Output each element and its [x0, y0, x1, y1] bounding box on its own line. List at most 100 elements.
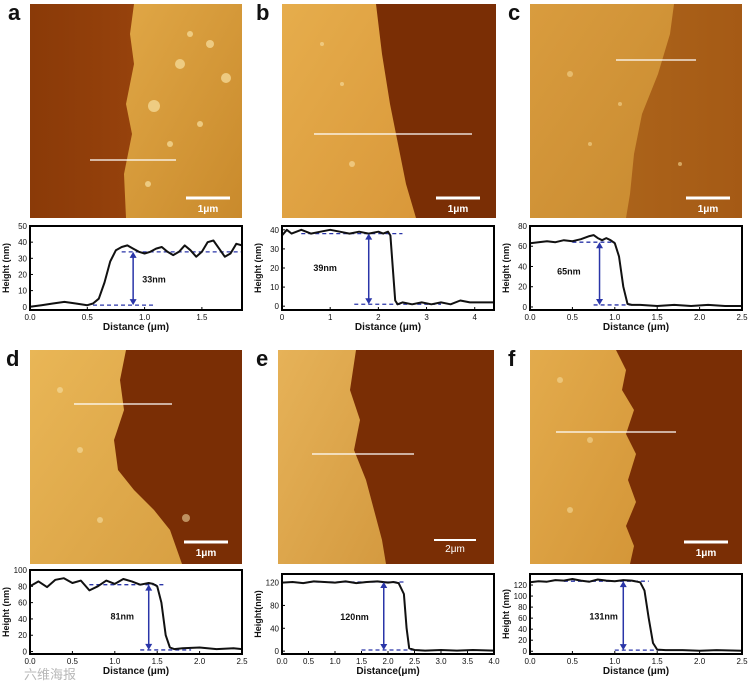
y-axis-label: Height (nm) [1, 587, 11, 637]
height-profile-line [281, 580, 495, 652]
y-tick-label: 40 [18, 615, 27, 624]
x-tick-label: 2.0 [694, 313, 706, 322]
arrow-head-bottom [380, 644, 388, 650]
scalebar-label-c: 1μm [698, 204, 719, 215]
x-tick-label: 0.5 [567, 657, 579, 666]
x-tick-label: 0.5 [303, 657, 315, 666]
y-tick-label: 20 [270, 264, 279, 273]
arrow-head-bottom [619, 644, 627, 651]
panel-letter-a: a [8, 0, 21, 25]
x-tick-label: 0.0 [276, 657, 288, 666]
y-tick-label: 60 [18, 599, 27, 608]
y-tick-label: 120 [514, 581, 528, 590]
x-tick-label: 0.0 [524, 313, 536, 322]
x-tick-label: 1.0 [109, 657, 121, 666]
y-tick-label: 50 [18, 222, 27, 231]
plot-frame [281, 573, 495, 655]
y-tick-label: 80 [518, 603, 527, 612]
afm-image-a: 1μm [30, 4, 242, 218]
scalebar-label-b: 1μm [448, 204, 469, 215]
arrow-head-top [129, 251, 137, 258]
scalebar-label-f: 1μm [696, 548, 717, 559]
x-tick-label: 1.0 [329, 657, 341, 666]
x-axis-label: Distance (μm) [603, 666, 669, 677]
y-tick-label: 40 [18, 238, 27, 247]
x-axis-label: Distance (μm) [103, 666, 169, 677]
panel-letter-e: e [256, 346, 269, 371]
panel-letter-d: d [6, 346, 20, 371]
afm-image-f: 1μm [530, 350, 742, 564]
y-tick-label: 0 [523, 303, 528, 312]
y-axis-label: Height (nm) [501, 589, 511, 639]
step-height-label: 33nm [142, 274, 166, 284]
x-tick-label: 0.5 [567, 313, 579, 322]
y-tick-label: 40 [518, 625, 527, 634]
y-axis-label: Height (nm) [501, 243, 511, 293]
x-tick-label: 0.5 [67, 657, 79, 666]
arrow-head-bottom [596, 298, 604, 305]
y-tick-label: 40 [270, 624, 279, 633]
x-tick-label: 3 [424, 313, 429, 322]
arrow-head-top [380, 582, 388, 588]
x-axis-label: Distance(μm) [356, 666, 419, 677]
y-tick-label: 0 [523, 647, 528, 656]
step-height-label: 81nm [111, 611, 135, 621]
x-tick-label: 1.0 [609, 313, 621, 322]
y-tick-label: 0 [275, 302, 280, 311]
height-profile-line [281, 228, 494, 306]
afm-image-c: 1μm [530, 4, 742, 218]
step-height-label: 39nm [313, 263, 337, 273]
x-tick-label: 0.0 [24, 313, 36, 322]
y-tick-label: 120 [266, 579, 280, 588]
x-tick-label: 4.0 [488, 657, 500, 666]
x-tick-label: 2.0 [382, 657, 394, 666]
y-tick-label: 80 [518, 222, 527, 231]
scalebar-label-a: 1μm [198, 204, 219, 215]
panel-letter-b: b [256, 0, 270, 25]
arrow-head-bottom [365, 298, 373, 305]
plot-frame [529, 573, 743, 655]
scalebar-label-e: 2μm [445, 544, 465, 555]
step-height-label: 120nm [340, 612, 369, 622]
y-tick-label: 100 [514, 592, 528, 601]
y-tick-label: 30 [18, 254, 27, 263]
arrow-head-top [596, 242, 604, 249]
watermark: 六维海报 [24, 668, 77, 683]
arrow-head-top [145, 584, 153, 591]
x-tick-label: 1.0 [139, 313, 151, 322]
afm-image-e: 2μm [278, 350, 494, 564]
y-axis-label: Height (nm) [1, 243, 11, 293]
x-tick-label: 1.5 [152, 657, 164, 666]
y-tick-label: 0 [275, 647, 280, 656]
y-tick-label: 30 [270, 245, 279, 254]
y-tick-label: 80 [18, 582, 27, 591]
x-tick-label: 1.5 [196, 313, 208, 322]
y-tick-label: 0 [23, 303, 28, 312]
x-tick-label: 2.5 [736, 313, 748, 322]
x-tick-label: 0.0 [524, 657, 536, 666]
x-tick-label: 1.5 [356, 657, 368, 666]
x-tick-label: 2.5 [736, 657, 748, 666]
y-tick-label: 20 [18, 631, 27, 640]
y-tick-label: 0 [23, 648, 28, 657]
arrow-head-top [365, 233, 373, 240]
y-axis-label: Height (nm) [253, 243, 263, 293]
height-profile-line [29, 239, 243, 308]
x-tick-label: 2 [376, 313, 381, 322]
x-tick-label: 4 [473, 313, 478, 322]
step-height-label: 65nm [557, 267, 581, 277]
afm-image-b: 1μm [282, 4, 496, 218]
x-tick-label: 3.0 [435, 657, 447, 666]
height-profile-line [529, 234, 742, 307]
x-axis-label: Distance (μm) [103, 322, 169, 333]
step-height-label: 131nm [589, 611, 618, 621]
y-tick-label: 100 [14, 566, 28, 575]
y-axis-label: Height(nm) [253, 590, 263, 638]
x-axis-label: Distance (μm) [355, 322, 421, 333]
plot-frame [29, 569, 243, 655]
x-axis-label: Distance (μm) [603, 322, 669, 333]
